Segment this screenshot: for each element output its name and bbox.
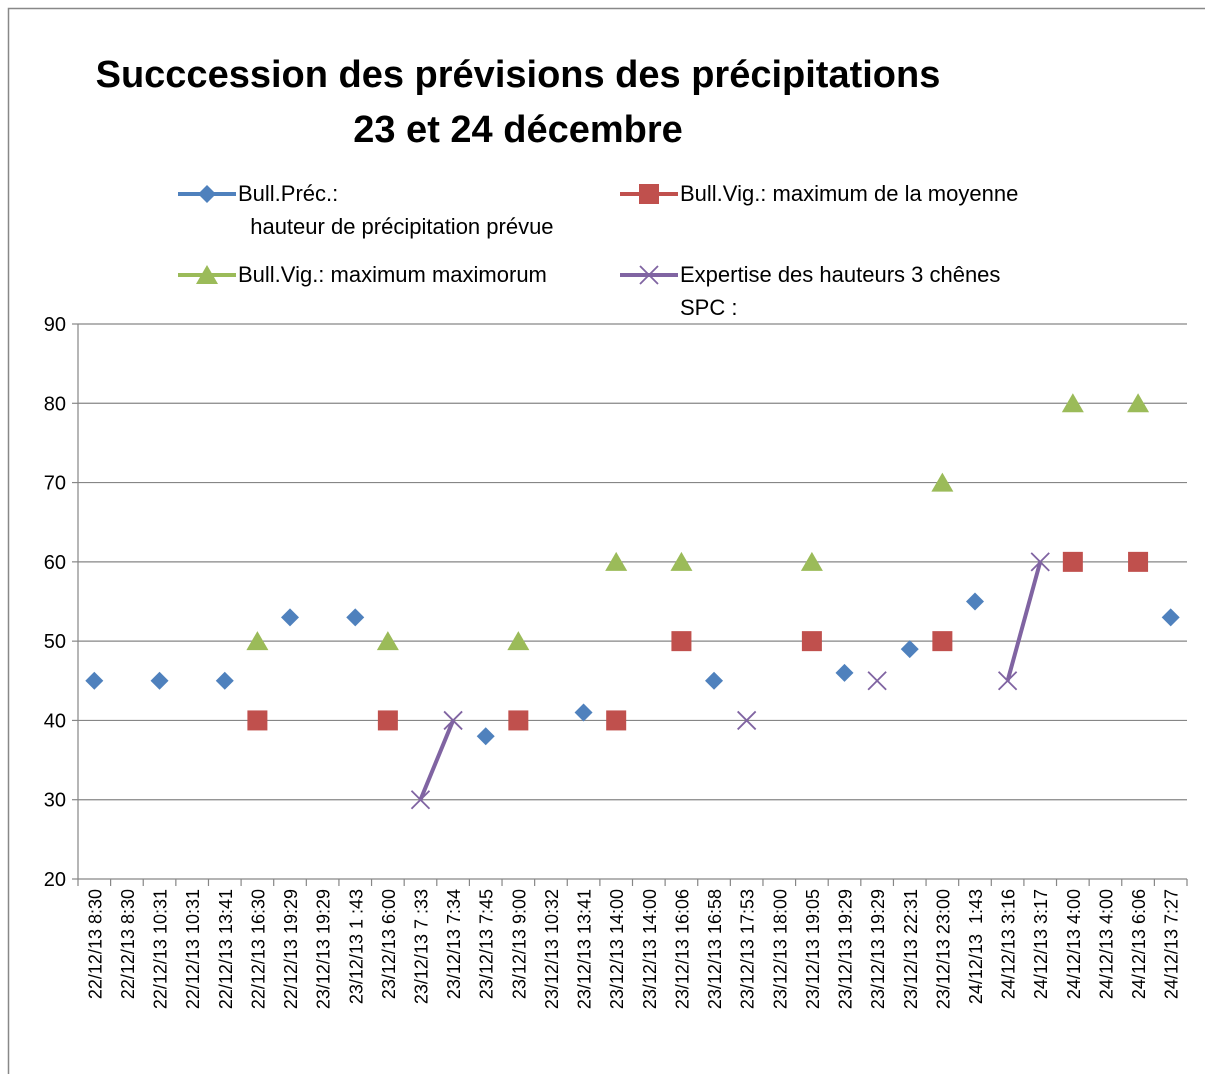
diamond-marker	[835, 663, 854, 682]
x-tick-label: 24/12/13 6:06	[1129, 889, 1149, 999]
x-tick-label: 24/12/13 4:00	[1064, 889, 1084, 999]
x-tick-label: 23/12/13 17:53	[738, 889, 758, 1009]
x-tick-label: 24/12/13 4:00	[1096, 889, 1116, 999]
diamond-marker	[705, 671, 724, 690]
square-marker	[639, 184, 659, 204]
y-tick-label: 30	[44, 790, 66, 812]
x-marker	[443, 710, 463, 731]
square-marker	[606, 710, 627, 731]
diamond-marker	[965, 592, 984, 611]
x-tick-label: 23/12/13 1 :43	[346, 889, 366, 1004]
x-tick-label: 22/12/13 8:30	[85, 889, 105, 999]
triangle-marker	[376, 631, 399, 651]
x-tick-label: 23/12/13 19:05	[803, 889, 823, 1009]
diamond-marker	[346, 608, 365, 627]
legend-entry: Bull.Vig.: maximum maximorum	[238, 262, 547, 287]
triangle-marker	[1127, 393, 1150, 413]
diamond-marker	[900, 640, 919, 659]
square-marker	[1062, 551, 1083, 572]
triangle-marker	[507, 631, 530, 651]
x-marker	[410, 790, 431, 810]
x-tick-label: 23/12/13 7:34	[444, 889, 464, 999]
x-tick-label: 23/12/13 7:45	[477, 889, 497, 999]
x-tick-label: 23/12/13 19:29	[314, 889, 334, 1009]
diamond-marker	[85, 671, 104, 690]
x-tick-label: 23/12/13 19:29	[836, 889, 856, 1009]
triangle-marker	[1061, 393, 1084, 413]
x-tick-label: 24/12/13 7:27	[1162, 889, 1182, 999]
square-marker	[932, 631, 953, 652]
x-tick-label: 23/12/13 23:00	[933, 889, 953, 1009]
x-marker	[997, 671, 1018, 691]
x-tick-label: 23/12/13 6:00	[379, 889, 399, 999]
triangle-marker	[670, 551, 693, 571]
square-marker	[1128, 551, 1149, 572]
diamond-marker	[574, 703, 593, 722]
legend-entry: Expertise des hauteurs 3 chênes SPC :	[680, 262, 1001, 320]
x-tick-label: 23/12/13 16:06	[672, 889, 692, 1009]
diamond-marker	[476, 727, 495, 746]
diamond-marker	[150, 671, 169, 690]
x-tick-label: 23/12/13 18:00	[770, 889, 790, 1009]
triangle-marker	[196, 265, 218, 284]
x-tick-label: 23/12/13 7 :33	[411, 889, 431, 1004]
y-tick-label: 60	[44, 552, 66, 574]
x-tick-label: 23/12/13 9:00	[509, 889, 529, 999]
x-tick-label: 23/12/13 14:00	[607, 889, 627, 1009]
x-tick-label: 22/12/13 10:31	[183, 889, 203, 1009]
square-marker	[508, 710, 529, 731]
triangle-marker	[605, 551, 628, 571]
diamond-marker	[215, 671, 234, 690]
x-tick-label: 23/12/13 16:58	[705, 889, 725, 1009]
x-marker	[1030, 552, 1050, 572]
square-marker	[671, 631, 692, 652]
y-tick-label: 40	[44, 710, 66, 732]
series-line	[1005, 561, 1043, 682]
y-tick-label: 50	[44, 631, 66, 653]
x-tick-label: 23/12/13 19:29	[868, 889, 888, 1009]
x-tick-label: 22/12/13 19:29	[281, 889, 301, 1009]
square-marker	[801, 631, 822, 652]
x-marker	[737, 710, 757, 731]
square-marker	[377, 710, 398, 731]
x-marker	[867, 671, 887, 691]
x-tick-label: 23/12/13 14:00	[640, 889, 660, 1009]
diamond-marker	[198, 185, 216, 203]
x-tick-label: 22/12/13 16:30	[248, 889, 268, 1009]
triangle-marker	[800, 551, 823, 571]
x-marker	[639, 265, 659, 285]
legend-entry: Bull.Préc.: hauteur de précipitation pré…	[238, 181, 554, 239]
diamond-marker	[1161, 608, 1180, 627]
x-tick-label: 22/12/13 13:41	[216, 889, 236, 1009]
legend-entry: Bull.Vig.: maximum de la moyenne	[680, 181, 1019, 206]
y-tick-label: 70	[44, 473, 66, 495]
x-tick-label: 22/12/13 8:30	[118, 889, 138, 999]
x-tick-label: 24/12/13 1:43	[966, 889, 986, 1004]
x-tick-label: 24/12/13 3:17	[1031, 889, 1051, 999]
x-tick-label: 22/12/13 10:31	[151, 889, 171, 1009]
diamond-marker	[281, 608, 300, 627]
triangle-marker	[246, 631, 269, 651]
y-tick-label: 80	[44, 393, 66, 415]
x-tick-label: 23/12/13 13:41	[575, 889, 595, 1009]
x-tick-label: 24/12/13 3:16	[999, 889, 1019, 999]
x-tick-label: 23/12/13 22:31	[901, 889, 921, 1009]
y-tick-label: 90	[44, 314, 66, 336]
series-line	[418, 719, 455, 801]
square-marker	[247, 710, 268, 731]
x-tick-label: 23/12/13 10:32	[542, 889, 562, 1009]
chart-title: Succcession des prévisions des précipita…	[95, 54, 941, 151]
triangle-marker	[931, 472, 954, 492]
y-tick-label: 20	[44, 869, 66, 891]
